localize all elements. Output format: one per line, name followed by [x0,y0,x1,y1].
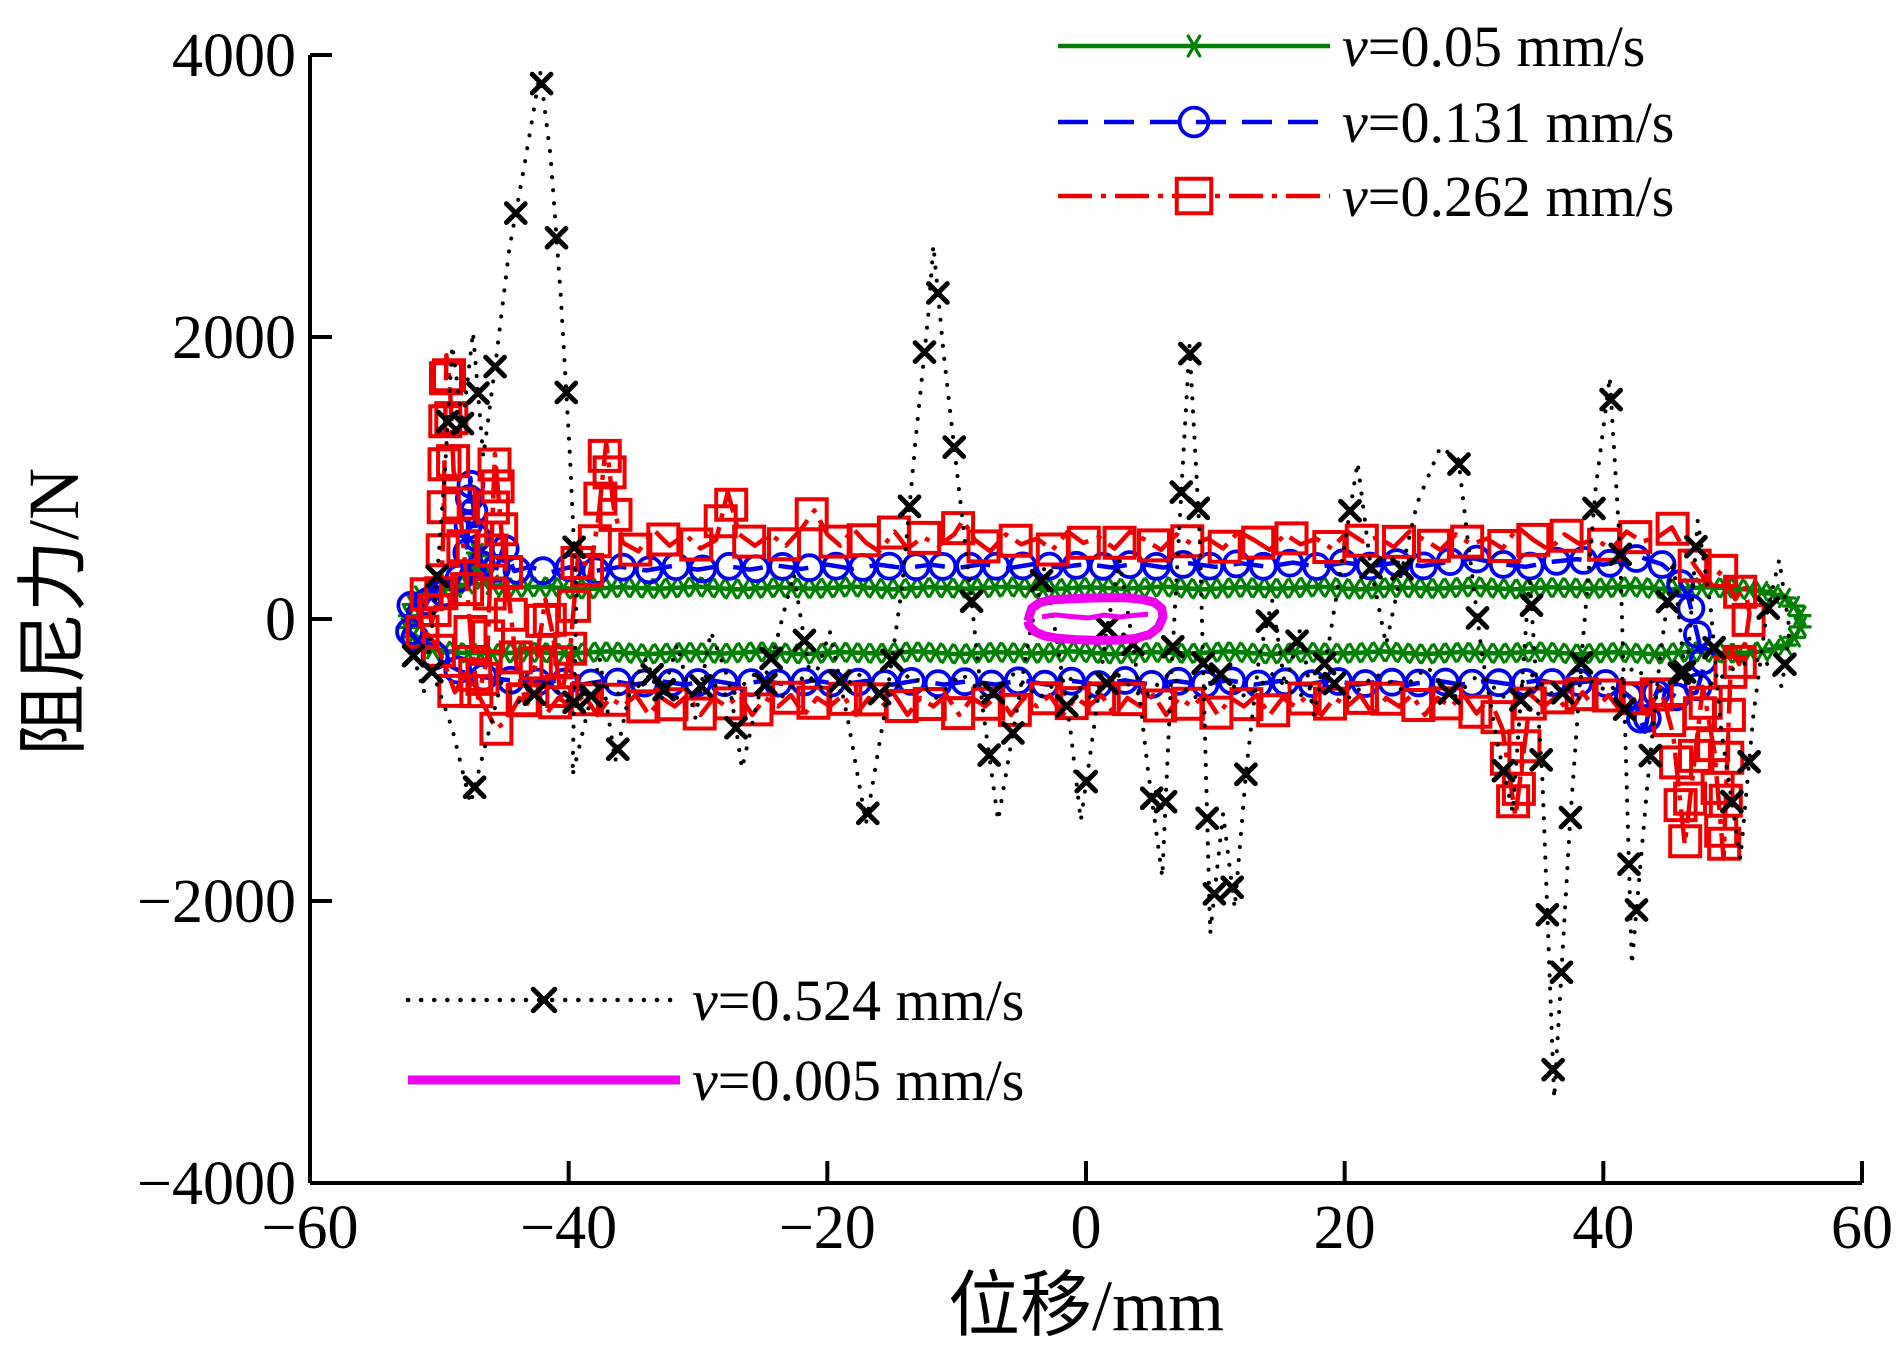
series-v262 [405,353,1766,861]
y-tick-label: −4000 [137,1150,296,1218]
legend-label: v=0.524 mm/s [692,968,1024,1033]
legend-label: v=0.262 mm/s [1342,164,1674,229]
x-tick-label: 40 [1572,1194,1634,1262]
series-layer [395,69,1812,1101]
y-tick-label: 0 [265,586,296,654]
legend-label: v=0.005 mm/s [692,1048,1024,1113]
legend-label: v=0.131 mm/s [1342,90,1674,155]
y-axis-label: 阻尼力/N [14,468,94,756]
y-tick-label: 4000 [172,22,296,90]
legend-top: v=0.05 mm/s v=0.131 mm/s v=0.262 mm/s [1058,14,1674,229]
x-tick-label: −40 [520,1194,617,1262]
axes [308,53,1864,1185]
legend-bottom: v=0.524 mm/s v=0.005 mm/s [405,968,1024,1113]
y-tick-label: −2000 [137,868,296,936]
legend-label: v=0.05 mm/s [1342,14,1645,79]
x-tick-label: 20 [1314,1194,1376,1262]
series-v524 [401,69,1797,1101]
x-tick-label: −20 [779,1194,876,1262]
y-tick-label: 2000 [172,304,296,372]
legend-item-v005: v=0.005 mm/s [408,1048,1024,1113]
x-tick-label: 60 [1831,1194,1893,1262]
legend-item-v262: v=0.262 mm/s [1058,164,1674,229]
series-v005 [1023,593,1168,645]
tick-labels: −60 −40 −20 0 20 40 60 −4000 −2000 0 2000 4000 [137,22,1893,1262]
x-tick-label: −60 [262,1194,359,1262]
legend-item-v524: v=0.524 mm/s [405,968,1024,1033]
x-axis-label: 位移/mm [948,1266,1224,1346]
legend-item-v131: v=0.131 mm/s [1058,90,1674,155]
legend-item-v05: v=0.05 mm/s [1058,14,1645,79]
x-tick-label: 0 [1071,1194,1102,1262]
